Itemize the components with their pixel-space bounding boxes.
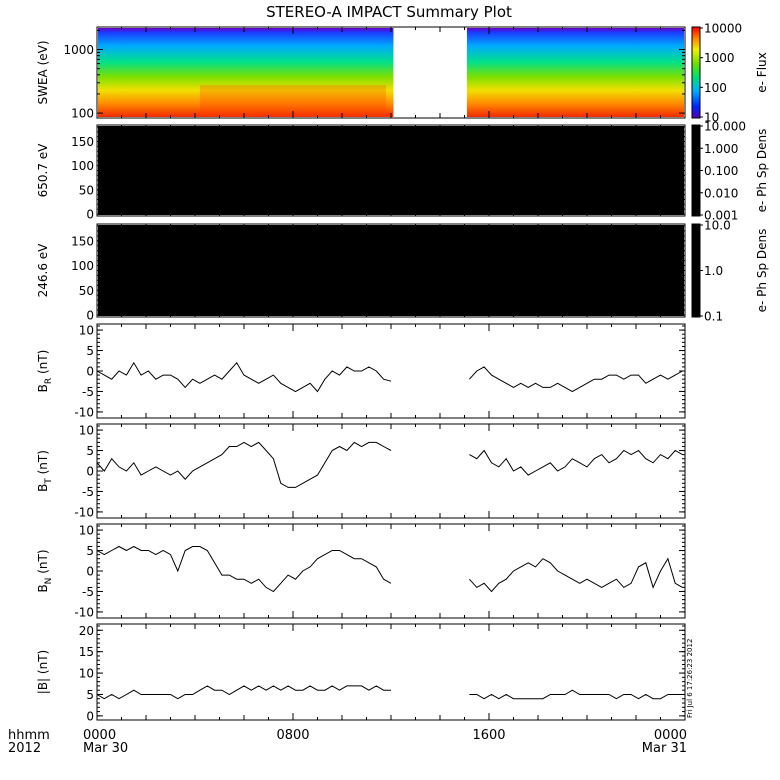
y-tick-label: 10 [79,667,94,681]
y-tick-label: 10 [79,424,94,438]
panel-frame [96,423,686,519]
colorbar-tick-label: 10.000 [704,120,746,134]
generation-timestamp: Fri Jul 6 17:26:23 2012 [686,639,694,718]
y-tick-label: 1000 [63,43,94,57]
y-axis-label: |B| (nT) [36,650,50,694]
colorbar-tick-label: 0.001 [704,209,738,223]
panel-4: -10 -5 0 5 10 BR (nT) [36,323,686,419]
field-trace-2 [469,449,683,476]
y-tick-label: 0 [86,309,94,323]
colorbar-tick-label: 1.000 [704,142,738,156]
spectrogram [98,28,684,117]
y-tick-label: 0 [86,465,94,479]
colorbar-scale [691,124,701,217]
y-tick-label: 50 [79,183,94,197]
panel-6: -10 -5 0 5 10 BN (nT) [36,523,686,619]
x-tick-label: 0000 [654,728,687,743]
y-tick-label: 0 [86,565,94,579]
colorbar-tick-label: 100 [704,81,727,95]
colorbar-label: e- Flux [755,52,769,92]
y-tick-label: -5 [82,485,94,499]
y-tick-label: 150 [71,135,94,149]
y-tick-label: 0 [86,709,94,723]
colorbar-tick-label: 10 [704,111,719,125]
footer-year-label: 2012 [8,741,41,756]
colorbar-tick-label: 0.1 [704,310,723,324]
colorbar-tick-label: 10.0 [704,219,731,233]
y-tick-label: -10 [74,505,94,519]
panel-1: 100 1000 SWEA (eV) 10 100 1000 10000 e- Flux [36,22,769,125]
y-tick-label: 5 [86,544,94,558]
y-axis-label: 246.6 eV [36,243,50,298]
colorbar-scale [691,26,701,119]
pitch-angle-map [98,126,684,215]
y-tick-label: 100 [71,107,94,121]
y-tick-label: 0 [86,208,94,222]
field-trace-2 [469,366,683,393]
footer-time-label: hhmm [8,728,50,743]
colorbar: 10 100 1000 10000 e- Flux [691,22,769,125]
field-trace-1 [96,441,392,488]
y-tick-label: 100 [71,159,94,173]
colorbar-label: e- Ph Sp Dens [755,229,769,313]
field-trace-1 [96,685,391,700]
panel-frame [96,323,686,419]
colorbar-label: e- Ph Sp Dens [755,129,769,213]
field-trace-1 [96,361,392,393]
y-tick-label: -5 [82,585,94,599]
plot-title: STEREO-A IMPACT Summary Plot [266,3,512,21]
field-trace-1 [96,545,392,593]
panel-7: 0 5 10 15 20 |B| (nT) [36,623,686,723]
pitch-angle-map [98,225,684,316]
y-tick-label: 10 [79,324,94,338]
y-tick-label: 20 [79,624,94,638]
panel-frame [96,623,686,721]
y-tick-label: 100 [71,259,94,273]
y-tick-label: 10 [79,524,94,538]
x-date-label: Mar 31 [642,741,687,756]
panel-2: 0 50 100 150 650.7 eV 0.001 0.010 0.100 1.000 10.… [36,120,769,223]
y-axis-label: BT (nT) [36,450,54,492]
x-tick-label: 0000 [83,728,116,743]
y-tick-label: -5 [82,385,94,399]
y-tick-label: 50 [79,284,94,298]
colorbar-tick-label: 10000 [704,22,742,36]
panel-frame [96,523,686,619]
colorbar-tick-label: 0.010 [704,186,738,200]
data-gap [393,27,467,119]
colorbar: 0.001 0.010 0.100 1.000 10.000 e- Ph Sp Dens [691,120,769,223]
colorbar-tick-label: 0.100 [704,164,738,178]
y-axis-label: 650.7 eV [36,143,50,198]
colorbar-tick-label: 1000 [704,51,735,65]
y-axis-label: BR (nT) [36,350,54,393]
y-tick-label: -10 [74,405,94,419]
y-tick-label: 0 [86,365,94,379]
colorbar-scale [691,223,701,318]
y-tick-label: 5 [86,444,94,458]
x-tick-label: 0800 [276,728,309,743]
field-trace-2 [469,557,683,593]
colorbar-tick-label: 1.0 [704,264,723,278]
y-axis-label: BN (nT) [36,549,54,592]
y-tick-label: 15 [79,645,94,659]
y-tick-label: 5 [86,344,94,358]
y-axis-label: SWEA (eV) [36,40,50,104]
x-date-label: Mar 30 [83,741,128,756]
y-tick-label: 5 [86,688,94,702]
colorbar: 0.1 1.0 10.0 e- Ph Sp Dens [691,219,769,324]
y-tick-label: 150 [71,234,94,248]
panel-3: 0 50 100 150 246.6 eV 0.1 1.0 10.0 e- Ph Sp Dens [36,219,769,324]
field-trace-2 [469,689,683,700]
y-tick-label: -10 [74,605,94,619]
panel-5: -10 -5 0 5 10 BT (nT) [36,423,686,519]
x-tick-label: 1600 [472,728,505,743]
